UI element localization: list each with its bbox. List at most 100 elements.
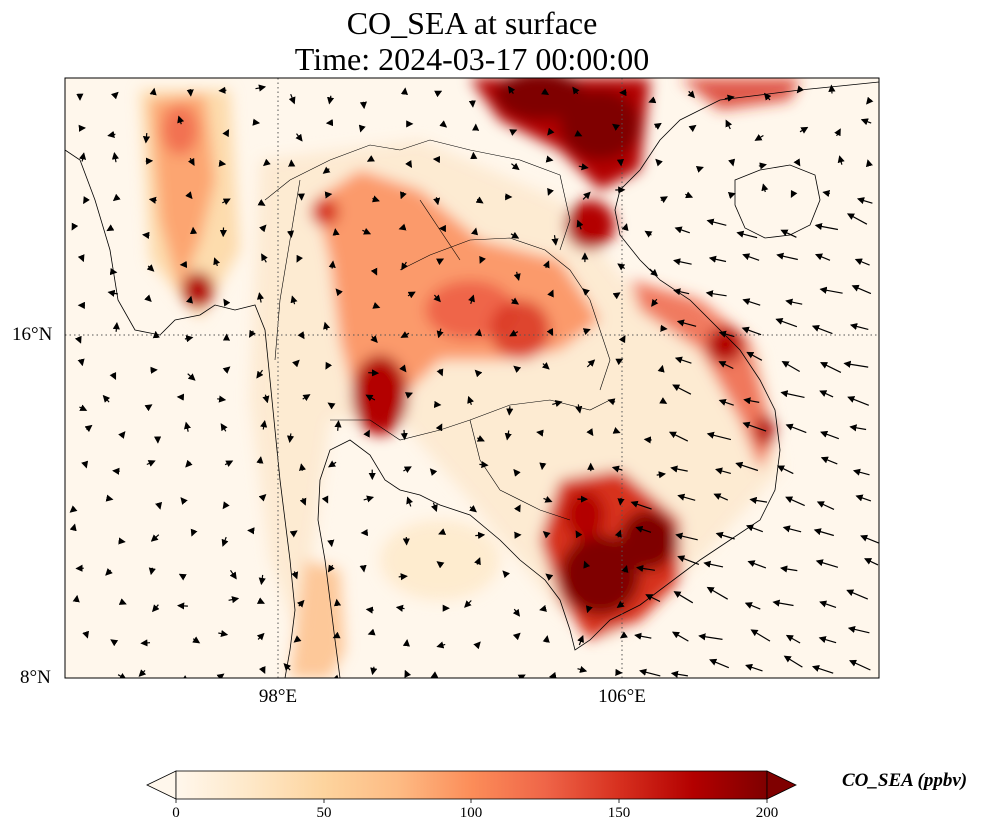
wind-vector-arrow (400, 429, 408, 441)
wind-vector-arrow (545, 155, 554, 163)
wind-vector-arrow (735, 461, 759, 472)
wind-vector-arrow (847, 396, 870, 406)
wind-vector-arrow (217, 395, 227, 403)
wind-vector-arrow (656, 471, 666, 479)
wind-vector-arrow (513, 468, 521, 477)
wind-vector-arrow (655, 158, 663, 167)
wind-vector-arrow (509, 329, 519, 337)
wind-vector-arrow (81, 460, 89, 469)
wind-vector-arrow (799, 126, 809, 134)
wind-vector-arrow (617, 263, 626, 271)
wind-vector-arrow (772, 599, 794, 607)
wind-vector-arrow (222, 501, 230, 510)
wind-vector-arrow (185, 459, 193, 468)
wind-vector-arrow (706, 218, 727, 226)
wind-vector-arrow (467, 395, 475, 406)
wind-vector-arrow (542, 531, 551, 539)
wind-vector-arrow (140, 639, 151, 647)
wind-vector-arrow (796, 85, 805, 94)
wind-vector-arrow (71, 222, 79, 231)
wind-vector-arrow (509, 129, 518, 136)
wind-vector-arrow (846, 213, 868, 225)
wind-vector-arrow (819, 390, 834, 398)
wind-vector-arrow (746, 351, 763, 361)
wind-vector-arrow (754, 134, 764, 141)
wind-vector-arrow (586, 428, 594, 437)
wind-vector-arrow (372, 302, 381, 309)
wind-vector-arrow (469, 505, 477, 513)
wind-vector-arrow (190, 528, 198, 537)
wind-vector-arrow (865, 159, 873, 168)
wind-vector-arrow (614, 529, 622, 538)
lon-tick-98e: 98°E (258, 686, 298, 707)
wind-vector-arrow (577, 634, 584, 646)
wind-vector-arrow (117, 672, 127, 678)
wind-vector-arrow (834, 128, 841, 137)
wind-vector-arrow (363, 429, 370, 438)
wind-vector-arrow (572, 86, 580, 95)
wind-vector-arrow (105, 494, 114, 502)
wind-vector-arrow (578, 163, 589, 171)
wind-vector-arrow (668, 431, 689, 442)
wind-vector-arrow (112, 193, 121, 202)
wind-vector-arrow (112, 467, 120, 475)
wind-vector-arrow (398, 223, 407, 231)
wind-vector-arrow (574, 129, 583, 137)
wind-vector-arrow (474, 369, 483, 378)
wind-vector-arrow (856, 197, 873, 205)
wind-vector-arrow (510, 231, 520, 239)
colorbar-tick-200: 200 (755, 805, 779, 821)
wind-vector-arrow (636, 564, 655, 572)
wind-vector-arrow (819, 286, 843, 294)
wind-vector-arrow (216, 673, 225, 678)
colorbar-tick-0: 0 (172, 805, 180, 821)
wind-vector-arrow (155, 501, 163, 510)
wind-vector-arrow (302, 394, 311, 402)
wind-vector-arrow (741, 326, 762, 336)
wind-vector-arrow (256, 456, 264, 464)
wind-vector-arrow (109, 371, 117, 380)
wind-vector-arrow (676, 319, 697, 327)
wind-vector-arrow (138, 669, 147, 677)
wind-vector-arrow (256, 369, 264, 379)
wind-vector-arrow (399, 364, 407, 373)
wind-vector-arrow (547, 289, 554, 298)
wind-vector-arrow (177, 602, 188, 610)
wind-vector-arrow (674, 356, 692, 364)
wind-vector-arrow (224, 460, 234, 468)
wind-vector-arrow (860, 118, 872, 126)
wind-vector-arrow (178, 573, 187, 581)
wind-vector-arrow (144, 404, 153, 412)
wind-vector-arrow (685, 191, 694, 199)
wind-vector-arrow (475, 531, 486, 539)
map-title: CO_SEA at surface (346, 5, 598, 41)
wind-vector-arrow (612, 427, 621, 434)
wind-vector-arrow (837, 155, 845, 165)
wind-vector-arrow (468, 100, 476, 108)
wind-vector-arrow (744, 602, 761, 610)
wind-vector-arrow (586, 359, 596, 368)
wind-vector-arrow (672, 384, 692, 395)
wind-vector-arrow (820, 456, 838, 465)
wind-vector-arrow (688, 124, 697, 133)
wind-vector-arrow (186, 89, 194, 97)
wind-vector-arrow (435, 423, 443, 432)
wind-vector-arrow (260, 420, 268, 430)
wind-vector-arrow (849, 424, 867, 432)
wind-vector-arrow (436, 258, 445, 266)
wind-vector-arrow (218, 630, 229, 638)
wind-vector-arrow (439, 120, 448, 128)
wind-vector-arrow (434, 90, 443, 98)
wind-vector-arrow (84, 424, 93, 433)
wind-vector-arrow (323, 321, 331, 331)
wind-vector-arrow (673, 258, 692, 266)
wind-vector-arrow (618, 335, 626, 344)
wind-vector-arrow (185, 191, 193, 200)
wind-vector-arrow (671, 631, 689, 642)
wind-vector-arrow (290, 295, 298, 305)
wind-vector-arrow (849, 659, 871, 671)
wind-vector-arrow (547, 127, 555, 136)
wind-vector-arrow (548, 671, 557, 678)
wind-vector-arrow (585, 605, 593, 614)
wind-vector-arrow (718, 398, 734, 406)
